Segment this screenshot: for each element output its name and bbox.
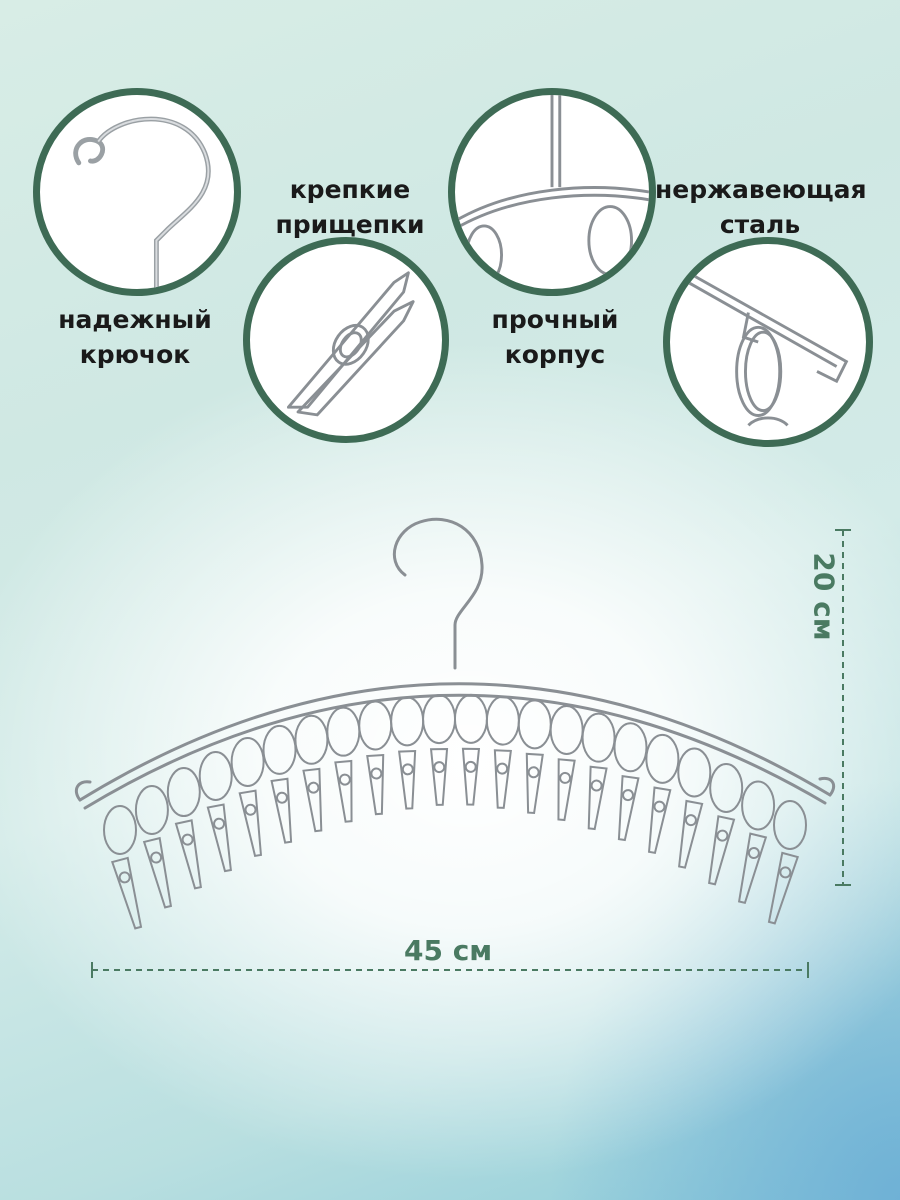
hook-icon	[73, 116, 211, 289]
clothespin	[767, 800, 807, 925]
clothespin-detail-circle	[243, 237, 449, 443]
clothespin	[485, 695, 520, 809]
feature-label-clothespin: крепкие прищепки	[245, 172, 455, 242]
feature-label-line2: прищепки	[275, 210, 425, 239]
feature-label-line2: корпус	[504, 340, 606, 369]
clothespin	[326, 706, 361, 823]
clothespin-icon	[286, 271, 415, 417]
clothespin	[390, 696, 425, 810]
clothespin	[422, 694, 457, 806]
clothespin	[453, 693, 488, 806]
clothespin	[358, 700, 393, 816]
hook-detail-circle	[33, 88, 241, 296]
clothespin	[581, 712, 616, 831]
clothespin	[613, 722, 648, 842]
feature-label-frame: прочный корпус	[450, 302, 660, 372]
feature-label-line1: крепкие	[289, 175, 411, 204]
height-dimension-label: 20 см	[807, 552, 841, 641]
clothespin	[103, 805, 143, 930]
feature-label-steel: нержавеющая сталь	[655, 172, 867, 242]
clothespin	[230, 736, 265, 858]
clothespin	[134, 785, 173, 909]
hanger-hook	[392, 517, 484, 670]
clothespin	[166, 767, 202, 890]
feature-label-line2: сталь	[719, 210, 801, 239]
clothespin	[677, 747, 712, 869]
clothespin	[294, 714, 329, 833]
clothespin	[198, 751, 233, 873]
feature-label-line1: надежный	[58, 305, 212, 334]
feature-label-line2: крючок	[79, 340, 191, 369]
clothespin	[549, 705, 584, 822]
clothespin	[737, 780, 776, 905]
hanger-top-arc	[78, 682, 832, 802]
steel-ring-icon	[688, 272, 849, 427]
clothespin	[262, 724, 297, 844]
frame-detail-circle	[448, 88, 656, 296]
feature-label-line1: нержавеющая	[655, 175, 867, 204]
clips-group	[103, 693, 807, 930]
feature-label-line1: прочный	[491, 305, 619, 334]
clothespin	[645, 733, 680, 854]
feature-label-hook: надежный крючок	[30, 302, 240, 372]
width-dimension-label: 45 см	[404, 934, 493, 967]
hanger-frame	[74, 517, 836, 810]
hanger-bottom-arc	[83, 693, 827, 810]
steel-detail-circle	[663, 237, 873, 447]
clothespin	[517, 699, 552, 815]
clothespin	[708, 762, 744, 886]
